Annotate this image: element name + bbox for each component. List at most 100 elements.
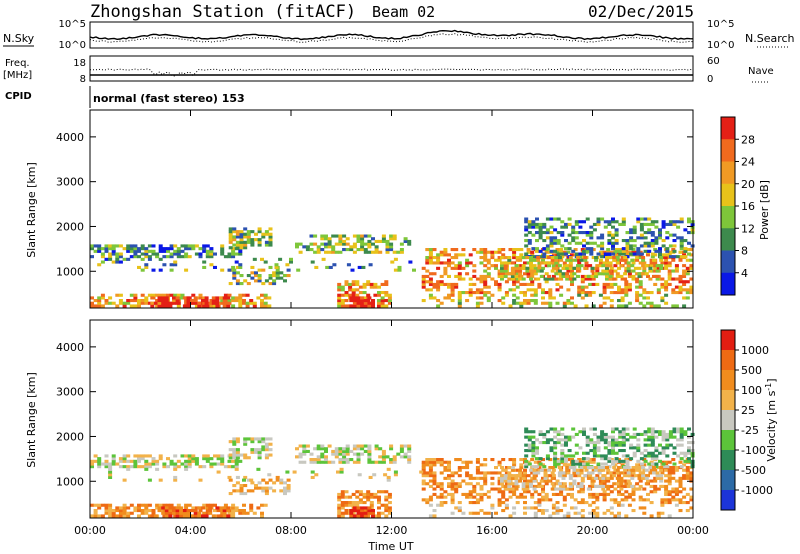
heatmap-cell <box>421 482 426 486</box>
heatmap-cell <box>678 498 683 502</box>
heatmap-cell <box>220 299 225 303</box>
heatmap-cell <box>503 266 508 270</box>
heatmap-cell <box>625 462 630 466</box>
heatmap-cell <box>524 459 529 463</box>
heatmap-cell <box>592 432 597 436</box>
heatmap-cell <box>618 430 623 434</box>
heatmap-cell <box>137 265 141 269</box>
heatmap-cell <box>607 435 612 439</box>
heatmap-cell <box>664 501 669 505</box>
heatmap-cell <box>614 233 619 237</box>
heatmap-cell <box>613 487 618 491</box>
heatmap-cell <box>682 296 687 300</box>
heatmap-cell <box>557 487 562 491</box>
heatmap-cell <box>568 266 573 270</box>
heatmap-cell <box>140 268 145 272</box>
heatmap-cell <box>606 492 611 496</box>
heatmap-cell <box>268 240 273 244</box>
heatmap-cell <box>533 490 538 494</box>
heatmap-cell <box>239 235 244 239</box>
heatmap-cell <box>378 250 383 254</box>
heatmap-cell <box>443 272 448 276</box>
heatmap-cell <box>500 476 504 480</box>
heatmap-cell <box>257 276 262 280</box>
heatmap-cell <box>639 236 644 240</box>
heatmap-cell <box>602 490 607 494</box>
heatmap-cell <box>457 266 462 270</box>
heatmap-cell <box>642 291 647 295</box>
heatmap-cell <box>606 476 611 480</box>
heatmap-cell <box>596 454 601 458</box>
heatmap-cell <box>682 280 687 284</box>
heatmap-cell <box>257 268 262 272</box>
heatmap-cell <box>625 427 630 431</box>
heatmap-cell <box>541 458 545 462</box>
heatmap-cell <box>268 274 273 278</box>
heatmap-cell <box>527 449 532 453</box>
heatmap-cell <box>624 266 629 270</box>
heatmap-cell <box>578 252 583 256</box>
heatmap-cell <box>647 451 652 455</box>
heatmap-cell <box>668 244 673 248</box>
heatmap-cell <box>158 257 163 261</box>
heatmap-cell <box>606 471 611 475</box>
heatmap-cell <box>549 446 554 450</box>
heatmap-cell <box>650 255 655 259</box>
heatmap-cell <box>175 296 180 300</box>
heatmap-cell <box>209 249 214 253</box>
heatmap-cell <box>642 266 647 270</box>
heatmap-cell <box>338 449 343 453</box>
heatmap-cell <box>108 506 113 510</box>
heatmap-cell <box>220 462 225 466</box>
heatmap-cell <box>377 511 381 515</box>
heatmap-cell <box>360 248 365 252</box>
heatmap-cell <box>494 466 498 470</box>
heatmap-cell <box>387 501 392 505</box>
heatmap-cell <box>407 458 412 462</box>
heatmap-cell <box>168 304 173 308</box>
heatmap-cell <box>428 296 433 300</box>
heatmap-cell <box>548 498 553 502</box>
heatmap-cell <box>194 304 199 308</box>
heatmap-cell <box>535 217 539 221</box>
heatmap-cell <box>461 460 466 464</box>
heatmap-cell <box>238 304 243 308</box>
heatmap-cell <box>641 471 646 475</box>
heatmap-cell <box>594 466 599 470</box>
heatmap-cell <box>687 241 691 245</box>
heatmap-cell <box>133 252 138 256</box>
heatmap-cell <box>208 509 213 513</box>
heatmap-cell <box>568 487 573 491</box>
heatmap-cell <box>387 492 392 496</box>
heatmap-cell <box>219 296 223 300</box>
heatmap-cell <box>530 495 535 499</box>
heatmap-cell <box>547 256 552 260</box>
heatmap-cell <box>204 296 209 300</box>
heatmap-cell <box>642 288 647 292</box>
heatmap-cell <box>472 487 477 491</box>
heatmap-cell <box>173 478 178 482</box>
cpid-panel: CPID normal (fast stereo) 153 <box>5 86 245 108</box>
heatmap-cell <box>571 462 576 466</box>
heatmap-cell <box>268 437 273 441</box>
heatmap-cell <box>664 285 669 289</box>
heatmap-cell <box>507 466 512 470</box>
heatmap-cell <box>393 470 398 474</box>
heatmap-cell <box>187 457 192 461</box>
heatmap-cell <box>570 272 574 276</box>
heatmap-cell <box>220 454 225 458</box>
heatmap-cell <box>352 304 357 308</box>
heatmap-cell <box>689 291 694 295</box>
heatmap-cell <box>367 452 372 456</box>
heatmap-cell <box>560 255 565 259</box>
heatmap-cell <box>521 487 526 491</box>
heatmap-cell <box>556 438 561 442</box>
heatmap-cell <box>129 249 134 253</box>
heatmap-cell <box>536 258 541 262</box>
heatmap-cell <box>519 291 524 295</box>
heatmap-cell <box>672 462 677 466</box>
heatmap-cell <box>647 462 652 466</box>
heatmap-cell <box>439 301 444 305</box>
heatmap-cell <box>585 462 590 466</box>
